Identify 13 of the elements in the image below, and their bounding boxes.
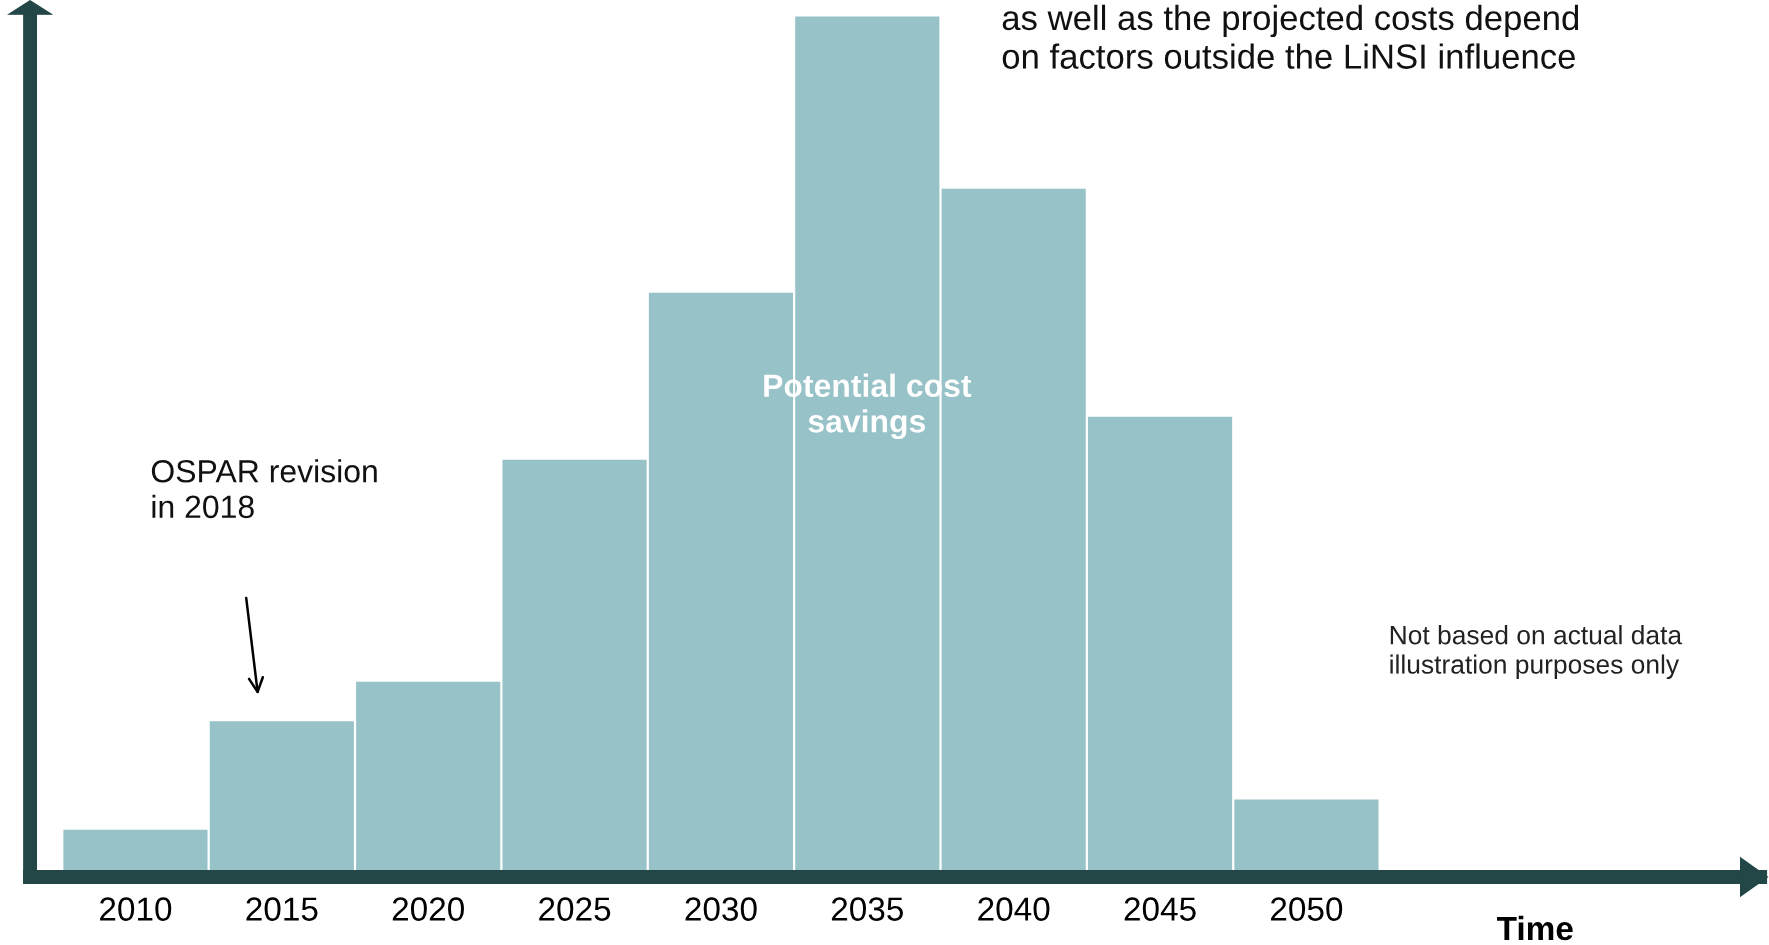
x-tick-label: 2020 [392, 897, 464, 921]
x-tick-label: 2015 [246, 897, 318, 921]
text: Not based on actual data illustration purposes only [1390, 625, 1683, 680]
x-tick-label: 2030 [685, 897, 757, 921]
x-tick-label: 2040 [978, 897, 1050, 921]
x-tick-label: 2035 [831, 897, 903, 921]
x-axis-title: Time [1497, 915, 1573, 941]
annotation: as well as the projected costs depend on factors outside the LiNSI influence [1002, 4, 1579, 69]
x-tick-label: 2010 [100, 897, 172, 921]
x-tick-label: 2045 [1124, 897, 1196, 921]
x-tick-label: 2050 [1271, 897, 1343, 921]
x-tick-label: 2025 [539, 897, 611, 921]
annotation: OSPAR revision in 2018 [151, 459, 377, 519]
